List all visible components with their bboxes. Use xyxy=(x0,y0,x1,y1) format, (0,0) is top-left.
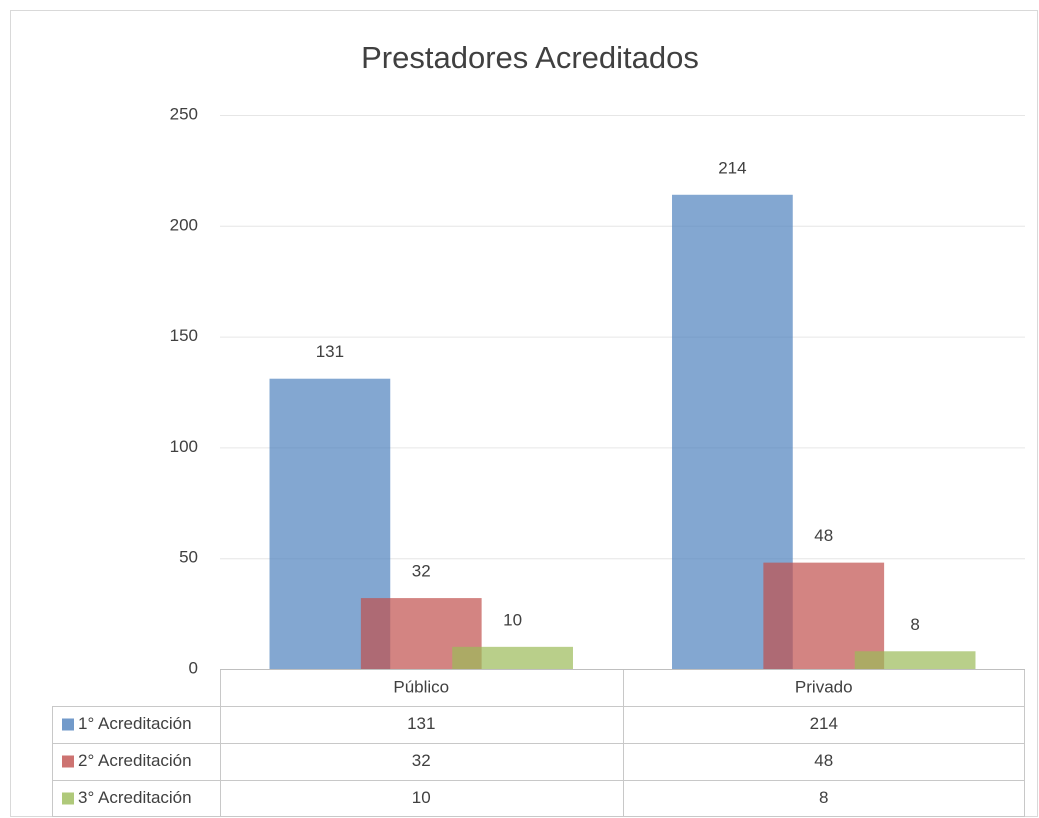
y-tick-label: 250 xyxy=(170,104,198,123)
y-tick-label: 50 xyxy=(179,548,198,567)
data-label: 214 xyxy=(718,158,746,177)
y-tick-label: 0 xyxy=(189,658,198,677)
table-cell: 10 xyxy=(412,788,431,807)
legend-label: 2° Acreditación xyxy=(78,751,192,770)
chart-border xyxy=(10,10,1038,817)
table-cell: 8 xyxy=(819,788,828,807)
table-cell: 32 xyxy=(412,751,431,770)
data-label: 131 xyxy=(316,342,344,361)
y-tick-label: 100 xyxy=(170,437,198,456)
bar xyxy=(452,646,573,669)
data-label: 48 xyxy=(814,526,833,545)
data-label: 10 xyxy=(503,610,522,629)
table-cell: 214 xyxy=(810,714,838,733)
y-tick-label: 200 xyxy=(170,215,198,234)
data-label: 8 xyxy=(910,615,919,634)
legend-key xyxy=(62,718,74,731)
y-tick-label: 150 xyxy=(170,326,198,345)
data-label: 32 xyxy=(412,562,431,581)
legend-label: 1° Acreditación xyxy=(78,714,192,733)
chart-title: Prestadores Acreditados xyxy=(361,40,699,75)
legend-key xyxy=(62,755,74,768)
x-tick-label: Privado xyxy=(795,677,853,696)
bar xyxy=(854,651,976,669)
legend-label: 3° Acreditación xyxy=(78,788,192,807)
table-cell: 48 xyxy=(814,751,833,770)
legend-key xyxy=(62,792,74,805)
x-tick-label: Público xyxy=(393,677,449,696)
table-cell: 131 xyxy=(407,714,435,733)
